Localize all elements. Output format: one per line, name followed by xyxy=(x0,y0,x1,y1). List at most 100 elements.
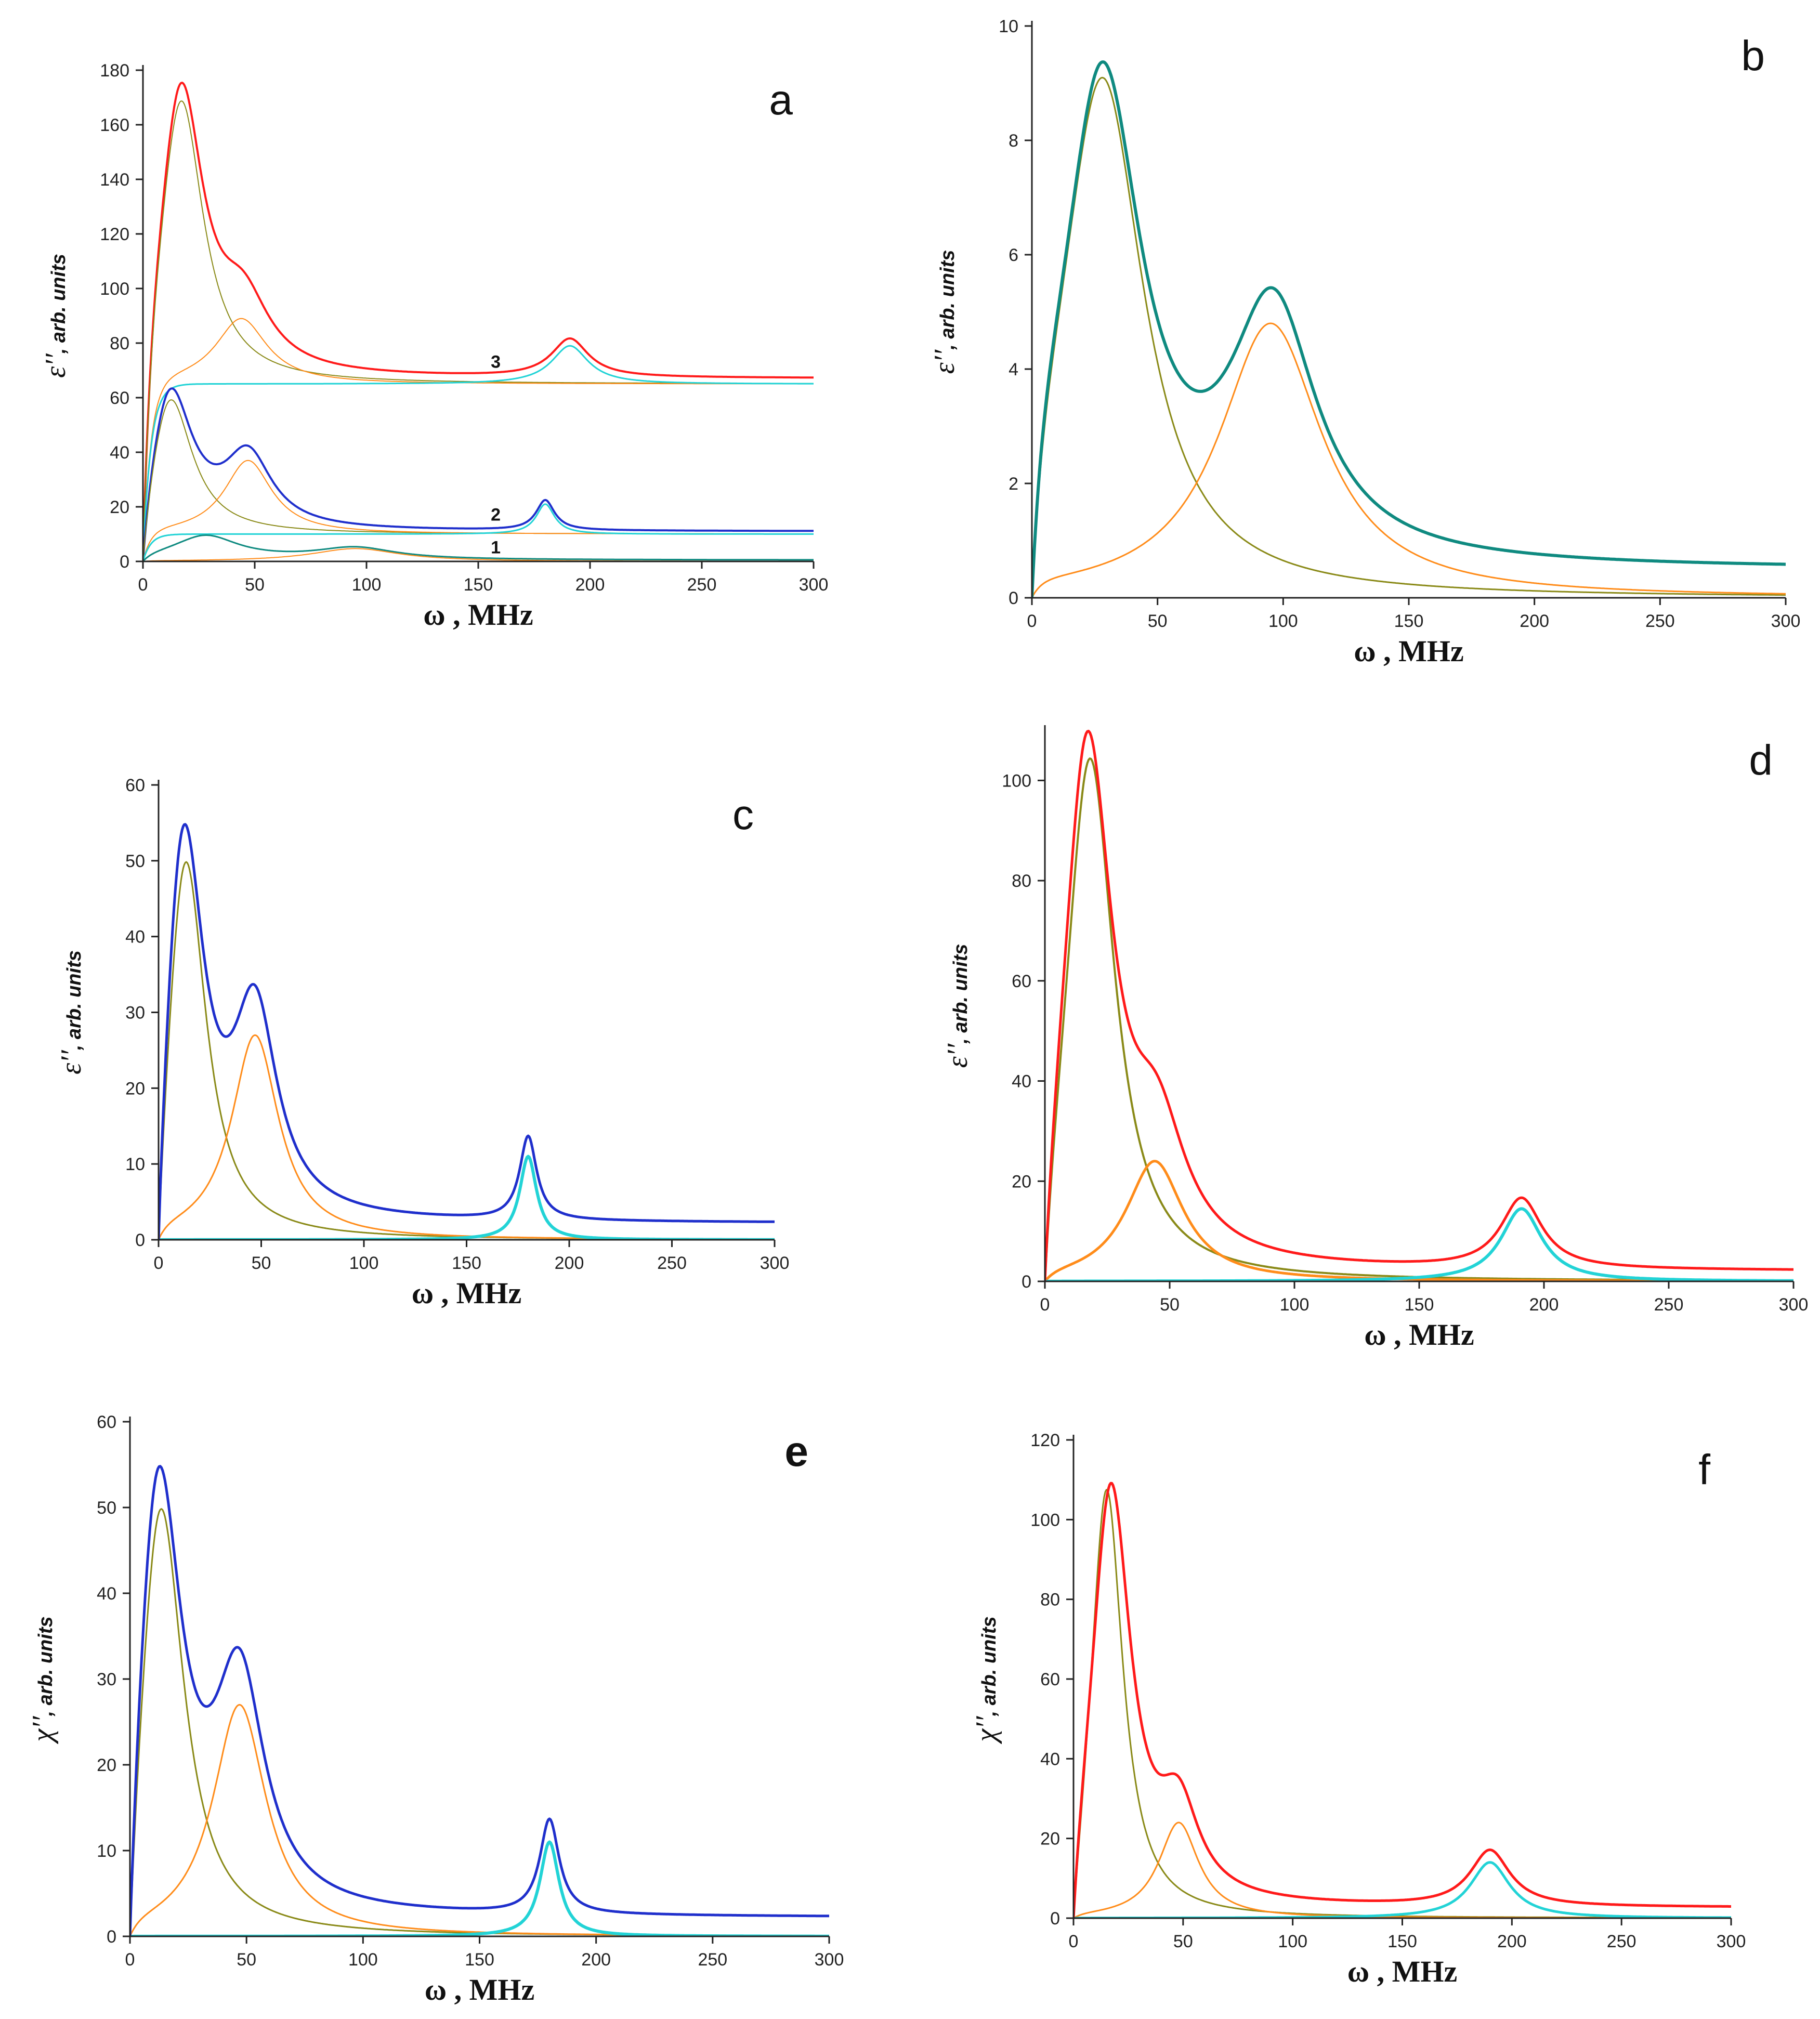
x-tick-label: 250 xyxy=(698,1950,727,1970)
series-line-1-total xyxy=(143,534,814,561)
x-tick-label: 100 xyxy=(1268,611,1298,631)
y-axis-label: ε′′, arb. units xyxy=(928,250,961,374)
y-axis-symbol: χ′′ xyxy=(970,1716,1002,1745)
y-tick-label: 10 xyxy=(999,17,1018,36)
series-line-peak-3 xyxy=(1073,1861,1732,1918)
x-tick-label: 150 xyxy=(465,1950,494,1970)
x-tick-label: 100 xyxy=(1278,1932,1307,1951)
series-line-total xyxy=(159,823,775,1240)
y-axis-label: ε′′, arb. units xyxy=(941,944,974,1068)
y-tick-label: 40 xyxy=(125,927,145,947)
y-tick-label: 20 xyxy=(97,1755,116,1775)
panel-letter: c xyxy=(732,791,754,838)
y-axis-unit: , arb. units xyxy=(35,1616,57,1716)
panel-letter: a xyxy=(769,76,793,124)
series-line-peak-2 xyxy=(130,1704,829,1936)
series-line-total xyxy=(1045,729,1794,1281)
x-tick-label: 300 xyxy=(799,575,829,595)
y-axis-label: ε′′, arb. units xyxy=(40,254,72,378)
series-line-2-peak-1 xyxy=(143,399,814,561)
x-tick-label: 250 xyxy=(1607,1932,1636,1951)
y-tick-label: 20 xyxy=(125,1079,145,1098)
y-tick-label: 0 xyxy=(120,552,129,572)
x-axis-label: ω , MHz xyxy=(1354,634,1464,668)
x-tick-label: 50 xyxy=(237,1950,256,1970)
x-tick-label: 200 xyxy=(575,575,605,595)
x-tick-label: 300 xyxy=(815,1950,844,1970)
x-tick-label: 300 xyxy=(1771,611,1801,631)
x-tick-label: 0 xyxy=(1069,1932,1079,1951)
y-tick-label: 8 xyxy=(1009,131,1018,151)
x-tick-label: 0 xyxy=(125,1950,135,1970)
y-tick-label: 120 xyxy=(100,225,129,244)
y-tick-label: 40 xyxy=(97,1584,116,1604)
y-tick-label: 20 xyxy=(1040,1829,1060,1849)
y-tick-label: 60 xyxy=(1040,1670,1060,1689)
y-tick-label: 10 xyxy=(125,1155,145,1174)
x-tick-label: 300 xyxy=(1717,1932,1746,1951)
y-tick-label: 60 xyxy=(110,388,129,408)
x-tick-label: 200 xyxy=(581,1950,611,1970)
series-group xyxy=(1073,1482,1732,1918)
panel-f: 0 50 100 150 200 250 300 0 20 40 60 80 100 120 ω , MHz… xyxy=(970,1431,1746,1988)
y-tick-label: 0 xyxy=(1009,588,1018,608)
y-tick-label: 100 xyxy=(1002,771,1031,791)
curve-number-label: 1 xyxy=(491,537,501,557)
series-line-peak-1 xyxy=(130,1508,829,1936)
panel-a: 0 50 100 150 200 250 300 0 20 40 60 80 100 120 140 160 1… xyxy=(40,61,828,632)
panel-c: 0 50 100 150 200 250 300 0 10 20 30 40 50 60 ω , MHz ε′… xyxy=(55,776,789,1310)
x-axis-label: ω , MHz xyxy=(1347,1955,1458,1988)
x-tick-label: 0 xyxy=(154,1253,164,1273)
y-axis-symbol: ε′′ xyxy=(941,1043,974,1068)
series-line-peak-3 xyxy=(159,1155,775,1240)
y-tick-label: 60 xyxy=(97,1412,116,1432)
series-group xyxy=(1045,729,1794,1281)
x-axis-label: ω , MHz xyxy=(425,1973,535,2007)
y-axis-unit: , arb. units xyxy=(950,944,972,1044)
x-tick-label: 50 xyxy=(245,575,265,595)
x-axis-label: ω , MHz xyxy=(412,1276,522,1310)
series-line-3-peak-2 xyxy=(143,318,814,561)
x-tick-label: 300 xyxy=(1779,1295,1809,1315)
series-group xyxy=(143,82,814,561)
series-line-peak-1 xyxy=(1073,1489,1731,1918)
y-axis-unit: , arb. units xyxy=(48,254,70,354)
x-tick-label: 100 xyxy=(348,1950,378,1970)
series-group xyxy=(159,823,775,1240)
x-tick-label: 150 xyxy=(1405,1295,1434,1315)
x-tick-label: 200 xyxy=(1529,1295,1559,1315)
y-tick-label: 40 xyxy=(110,443,129,463)
y-tick-label: 0 xyxy=(1022,1272,1031,1292)
series-line-peak-1 xyxy=(1045,757,1793,1281)
y-tick-label: 80 xyxy=(110,334,129,353)
x-tick-label: 250 xyxy=(1645,611,1675,631)
y-axis-unit: , arb. units xyxy=(937,250,959,350)
panel-d: 0 50 100 150 200 250 300 0 20 40 60 80 100 ω , MHz ε′′… xyxy=(941,725,1808,1352)
panel-letter: e xyxy=(784,1428,808,1475)
x-tick-label: 250 xyxy=(687,575,717,595)
y-axis-symbol: χ′′ xyxy=(27,1716,59,1745)
y-axis-label: χ′′, arb. units xyxy=(970,1616,1002,1744)
series-line-peak-1 xyxy=(1032,76,1786,598)
panel-letter: b xyxy=(1741,32,1765,80)
y-axis-label: χ′′, arb. units xyxy=(27,1616,59,1744)
y-tick-label: 4 xyxy=(1009,360,1018,379)
series-line-2-peak-3 xyxy=(143,503,814,561)
y-axis-symbol: ε′′ xyxy=(928,349,961,374)
x-tick-label: 100 xyxy=(352,575,382,595)
y-axis-label: ε′′, arb. units xyxy=(55,950,87,1074)
y-tick-label: 180 xyxy=(100,61,129,81)
series-line-3-peak-1 xyxy=(143,100,814,561)
x-tick-label: 200 xyxy=(1520,611,1549,631)
x-tick-label: 100 xyxy=(1280,1295,1310,1315)
x-tick-label: 50 xyxy=(1148,611,1168,631)
panel-letter: f xyxy=(1698,1446,1710,1493)
y-tick-label: 60 xyxy=(125,776,145,795)
y-axis-symbol: ε′′ xyxy=(40,353,72,378)
curve-number-label: 2 xyxy=(491,505,501,525)
y-tick-label: 80 xyxy=(1040,1590,1060,1610)
series-line-total xyxy=(130,1465,830,1936)
y-tick-label: 40 xyxy=(1040,1749,1060,1769)
x-tick-label: 0 xyxy=(1027,611,1037,631)
y-tick-label: 30 xyxy=(97,1670,116,1689)
